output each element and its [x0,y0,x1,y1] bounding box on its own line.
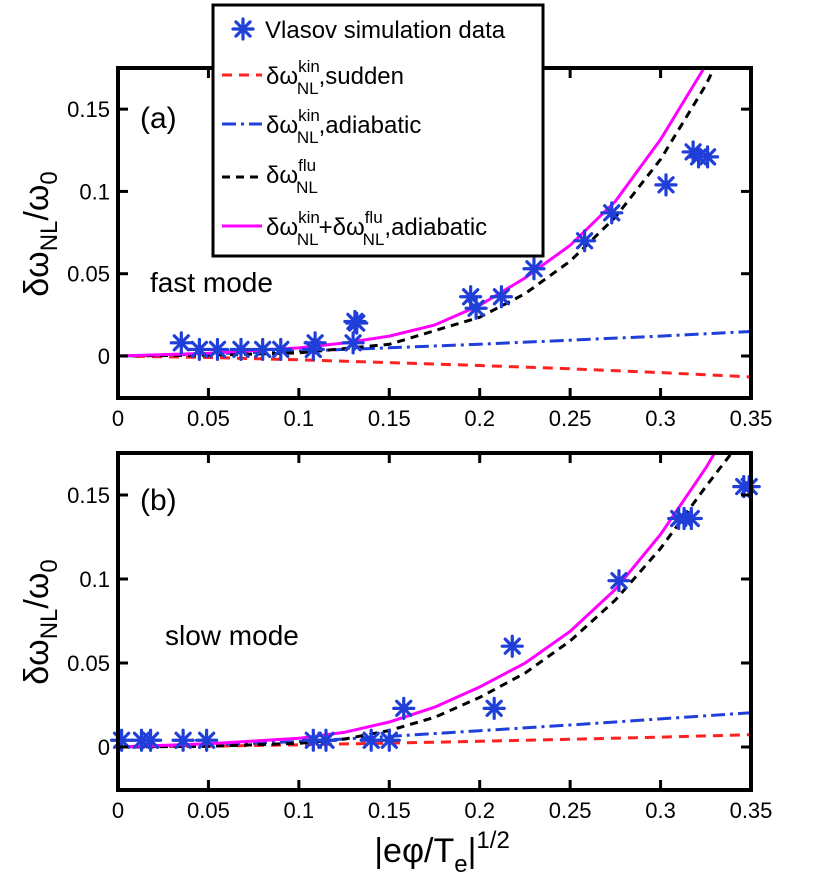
legend-item-flu: δωflu NL [222,156,318,197]
series-line-kin_sudden [118,354,751,379]
x-tick-label: 0.35 [730,798,773,823]
data-point [269,337,293,362]
data-point [573,229,597,253]
data-point [600,201,624,225]
data-point [654,173,678,197]
legend: Vlasov simulation data δωkin NL,sudden δω… [211,3,545,258]
legend-item-vlasov: Vlasov simulation data [231,17,506,44]
y-tick-label: 0.1 [79,567,110,592]
panel-a-label: (a) [140,102,177,135]
data-point [314,728,338,752]
data-point [171,728,195,752]
panel-a-annotation: fast mode [150,267,273,298]
legend-label-kin-adiabatic: δωkin NL,adiabatic [266,106,421,147]
data-point [489,285,514,309]
data-point [482,696,506,720]
data-point [251,337,275,362]
y-tick-label: 0.05 [67,262,110,287]
x-tick-label: 0.05 [187,798,230,823]
x-tick-label: 0.25 [549,406,592,431]
x-tick-label: 0.1 [284,406,315,431]
data-point [303,331,327,355]
series-line-flu [118,453,734,749]
panel-b-annotation: slow mode [165,620,299,651]
panel-b-label: (b) [140,484,177,517]
data-point [464,296,488,320]
series-line-kin_adiabatic [118,330,751,358]
data-point [229,337,253,362]
x-tick-label: 0.25 [549,798,592,823]
series-line-kin_adiabatic [118,711,751,749]
x-tick-label: 0.05 [187,406,230,431]
legend-item-total: δωkin NL+δωflu NL,adiabatic [222,208,487,249]
legend-scatter-marker [231,17,255,41]
data-point [522,257,546,281]
data-point [195,728,219,752]
legend-item-kin-adiabatic: δωkin NL,adiabatic [222,106,421,147]
data-point [341,331,365,355]
series-line-total_adiabatic [118,453,717,749]
legend-label-kin-sudden: δωkin NL,sudden [266,57,404,98]
legend-label-vlasov: Vlasov simulation data [265,17,506,44]
data-point [169,331,193,355]
panel-b-frame [116,451,753,792]
x-tick-label: 0.3 [645,798,676,823]
data-point [343,309,367,334]
x-tick-label: 0.15 [368,406,411,431]
data-point [607,569,631,593]
data-point [138,728,163,752]
legend-box [211,3,545,258]
y-axis-title-b: δωNL/ω0 [18,559,63,685]
panel-b: (b) slow mode 0 0.05 0.1 0.15 0.2 0.25 0.3 0.35… [67,451,773,823]
y-tick-label: 0.15 [67,97,110,122]
data-point [392,696,416,720]
data-point [500,634,524,658]
y-tick-label: 0.1 [79,179,110,204]
x-tick-label: 0 [112,798,124,823]
y-tick-label: 0.05 [67,651,110,676]
y-axis-title-a: δωNL/ω0 [18,171,63,297]
legend-asterisk [231,17,255,41]
y-tick-label: 0.15 [67,483,110,508]
data-point [679,506,703,531]
plot-area [118,453,751,749]
data-point [695,145,720,169]
legend-label-flu: δωflu NL [266,156,318,197]
x-tick-label: 0.3 [645,406,676,431]
x-tick-label: 0 [112,406,124,431]
legend-item-kin-sudden: δωkin NL,sudden [222,57,404,98]
y-tick-label: 0 [98,735,110,760]
x-tick-label: 0.15 [368,798,411,823]
x-axis-title: |eφ/Te|1/2 [374,827,510,878]
x-tick-label: 0.2 [464,798,495,823]
x-tick-label: 0.1 [284,798,315,823]
y-tick-label: 0 [98,344,110,369]
data-point [377,728,401,752]
data-point [205,337,230,362]
x-tick-label: 0.2 [464,406,495,431]
x-tick-label: 0.35 [730,406,773,431]
legend-label-total: δωkin NL+δωflu NL,adiabatic [266,208,487,249]
